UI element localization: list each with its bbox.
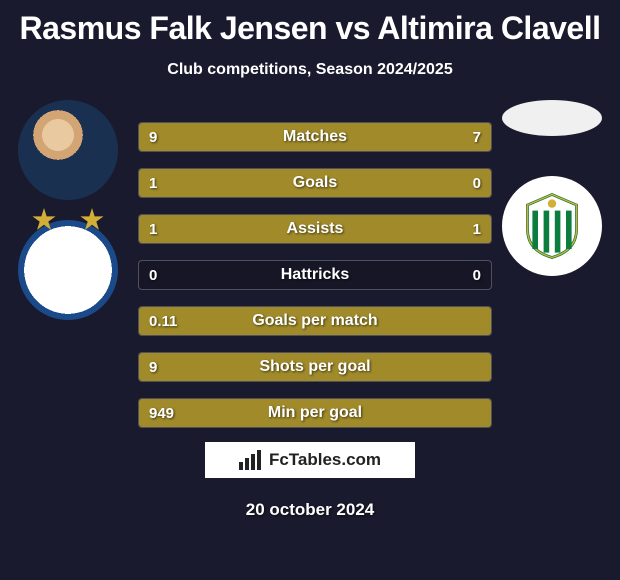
footer-brand-badge: FcTables.com (205, 442, 415, 478)
footer-brand-text: FcTables.com (269, 450, 381, 470)
stat-row: 949Min per goal (138, 398, 492, 428)
stat-label: Shots per goal (139, 353, 491, 381)
club-right-logo (502, 176, 602, 276)
page-title: Rasmus Falk Jensen vs Altimira Clavell (0, 0, 620, 47)
player-left-column (8, 100, 128, 320)
betis-crest-icon (517, 191, 587, 261)
stat-row: 9Shots per goal (138, 352, 492, 382)
player-right-column (492, 100, 612, 276)
stat-label: Goals (139, 169, 491, 197)
stat-row: 11Assists (138, 214, 492, 244)
footer-date: 20 october 2024 (0, 500, 620, 520)
page-subtitle: Club competitions, Season 2024/2025 (0, 61, 620, 79)
bars-chart-icon (239, 450, 263, 470)
stat-row: 10Goals (138, 168, 492, 198)
club-left-logo (18, 220, 118, 320)
stat-label: Goals per match (139, 307, 491, 335)
player-right-avatar (502, 100, 602, 136)
stat-label: Assists (139, 215, 491, 243)
stat-label: Hattricks (139, 261, 491, 289)
stat-row: 97Matches (138, 122, 492, 152)
player-left-avatar (18, 100, 118, 200)
stat-label: Matches (139, 123, 491, 151)
stat-label: Min per goal (139, 399, 491, 427)
stats-bars: 97Matches 10Goals 11Assists 00Hattricks 0.11… (138, 122, 492, 444)
stat-row: 00Hattricks (138, 260, 492, 290)
stat-row: 0.11Goals per match (138, 306, 492, 336)
